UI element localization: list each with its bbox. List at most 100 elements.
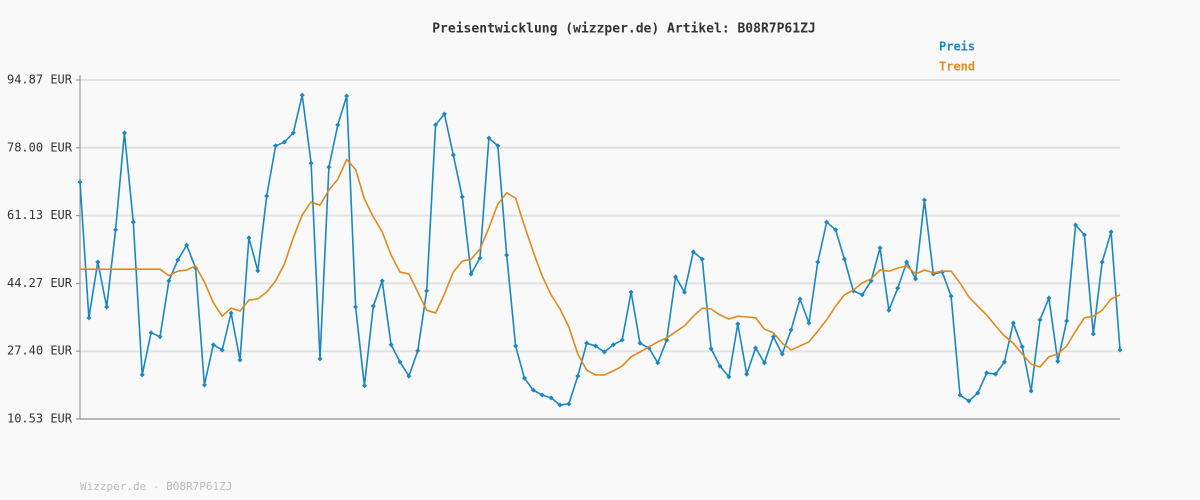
point — [264, 193, 270, 199]
point — [690, 249, 696, 255]
point — [415, 348, 421, 354]
point — [797, 296, 803, 302]
point — [157, 334, 163, 340]
point — [1073, 222, 1079, 228]
point — [788, 327, 794, 333]
point — [139, 372, 145, 378]
point — [841, 256, 847, 262]
point — [913, 276, 919, 282]
point — [397, 359, 403, 365]
point — [175, 257, 181, 263]
point — [477, 255, 483, 261]
point — [459, 194, 465, 200]
point — [770, 334, 776, 340]
point — [95, 259, 101, 265]
point — [833, 227, 839, 233]
point — [557, 402, 563, 408]
point — [1046, 295, 1052, 301]
point — [1055, 358, 1061, 364]
point — [273, 143, 279, 149]
point — [504, 252, 510, 258]
point — [673, 274, 679, 280]
point — [201, 382, 207, 388]
point — [735, 321, 741, 327]
point — [779, 351, 785, 357]
point — [921, 197, 927, 203]
point — [726, 374, 732, 380]
point — [1010, 320, 1016, 326]
point — [761, 360, 767, 366]
point — [1037, 317, 1043, 323]
point — [1028, 388, 1034, 394]
point — [184, 242, 190, 248]
point — [521, 375, 527, 381]
point — [113, 227, 119, 233]
y-tick-label: 94.87 EUR — [7, 73, 73, 87]
legend-entry: Preis — [939, 40, 975, 54]
point — [993, 371, 999, 377]
point — [219, 347, 225, 353]
point — [699, 256, 705, 262]
point — [904, 259, 910, 265]
point — [406, 373, 412, 379]
point — [610, 342, 616, 348]
line-0 — [79, 95, 1121, 406]
point — [1019, 344, 1025, 350]
point — [433, 122, 439, 128]
point — [77, 179, 83, 185]
point — [166, 278, 172, 284]
point — [548, 395, 554, 401]
point — [966, 398, 972, 404]
point — [317, 356, 323, 362]
point — [370, 303, 376, 309]
point — [824, 219, 830, 225]
point — [1099, 259, 1105, 265]
point — [255, 268, 261, 274]
point — [388, 342, 394, 348]
point — [1108, 229, 1114, 235]
point — [513, 343, 519, 349]
point — [859, 292, 865, 298]
point — [308, 160, 314, 166]
footer: Wizzper.de - B08R7P61ZJ — [80, 480, 232, 493]
point — [299, 92, 305, 98]
point — [753, 345, 759, 351]
point — [86, 315, 92, 321]
point — [584, 340, 590, 346]
point — [379, 278, 385, 284]
point — [948, 293, 954, 299]
point — [593, 343, 599, 349]
point — [326, 164, 332, 170]
y-tick-label: 78.00 EUR — [7, 140, 73, 154]
point — [717, 363, 723, 369]
point — [353, 304, 359, 310]
y-tick-label: 44.27 EUR — [7, 276, 73, 290]
point — [957, 392, 963, 398]
point — [877, 245, 883, 251]
point — [281, 139, 287, 145]
point — [361, 383, 367, 389]
point — [1001, 359, 1007, 365]
point — [246, 235, 252, 241]
point — [708, 346, 714, 352]
point — [575, 373, 581, 379]
point — [495, 143, 501, 149]
point — [975, 390, 981, 396]
y-tick-label: 61.13 EUR — [7, 208, 73, 222]
line-1 — [80, 158, 1121, 376]
chart-title: Preisentwicklung (wizzper.de) Artikel: B… — [432, 22, 816, 37]
y-tick-label: 27.40 EUR — [7, 344, 73, 358]
point — [344, 93, 350, 99]
point — [1064, 318, 1070, 324]
point — [424, 288, 430, 294]
point — [539, 392, 545, 398]
point — [744, 371, 750, 377]
point — [895, 285, 901, 291]
point — [566, 401, 572, 407]
point — [984, 370, 990, 376]
point — [655, 360, 661, 366]
point — [441, 111, 447, 117]
y-tick-label: 10.53 EUR — [7, 412, 73, 426]
